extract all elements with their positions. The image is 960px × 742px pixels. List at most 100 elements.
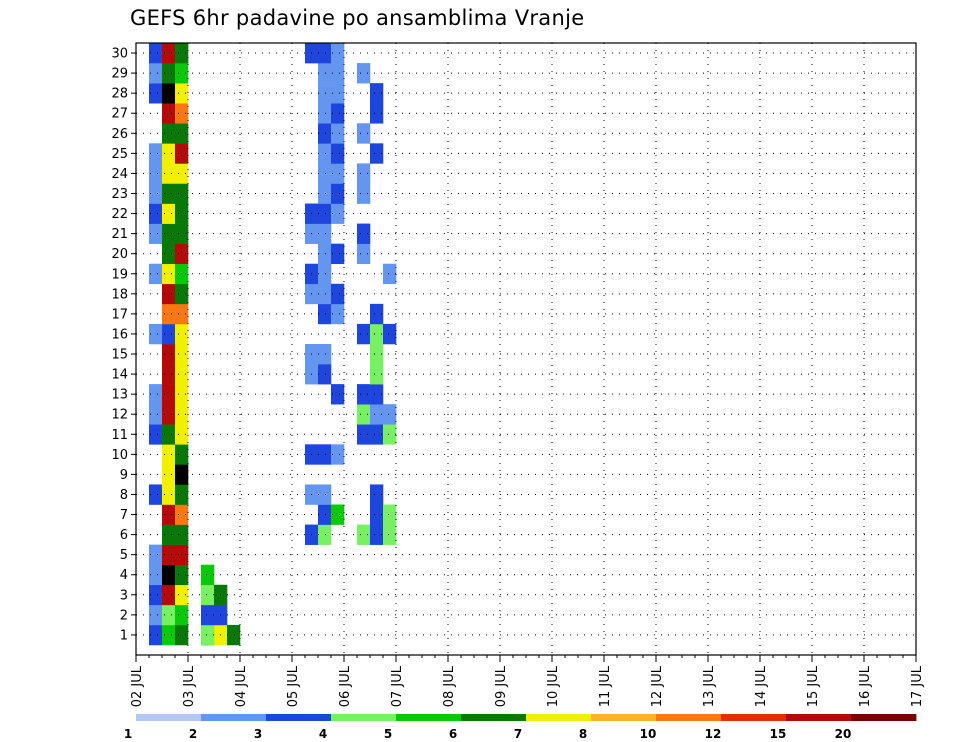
y-tick-label: 15: [111, 348, 128, 363]
colorbar-label: 20: [835, 727, 852, 741]
heatmap-cell: [318, 243, 332, 265]
heatmap-cell: [162, 143, 176, 164]
heatmap-cell: [370, 143, 384, 164]
colorbar-label: 10: [640, 727, 657, 741]
heatmap-cell: [383, 323, 397, 345]
y-tick-label: 9: [120, 468, 128, 483]
x-tick-label: 04 JUL: [234, 665, 249, 707]
heatmap-cell: [331, 384, 345, 405]
heatmap-cell: [149, 263, 163, 285]
heatmap-cell: [175, 424, 189, 445]
heatmap-cell: [318, 43, 332, 64]
heatmap-cell: [175, 604, 189, 626]
heatmap-cell: [370, 364, 384, 385]
heatmap-cell: [175, 624, 189, 646]
heatmap-cell: [331, 123, 345, 144]
x-tick-label: 15 JUL: [806, 665, 821, 707]
heatmap-cell: [357, 524, 371, 545]
chart-title: GEFS 6hr padavine po ansamblima Vranje: [130, 6, 585, 30]
x-tick-label: 13 JUL: [702, 665, 717, 707]
heatmap-cell: [331, 504, 345, 525]
heatmap-cell: [162, 163, 176, 184]
heatmap-cell: [149, 584, 163, 606]
x-tick-label: 17 JUL: [910, 665, 925, 707]
colorbar-label: 4: [319, 727, 327, 741]
heatmap-cell: [331, 183, 345, 204]
y-tick-label: 24: [111, 167, 128, 182]
y-tick-label: 2: [120, 608, 128, 623]
colorbar-label: 8: [579, 727, 587, 741]
heatmap-cell: [149, 624, 163, 646]
heatmap-cell: [370, 384, 384, 405]
heatmap-cell: [357, 63, 371, 84]
heatmap-cell: [318, 364, 332, 385]
heatmap-cell: [175, 203, 189, 224]
heatmap-cell: [370, 504, 384, 525]
heatmap-cell: [162, 223, 176, 244]
y-tick-label: 18: [111, 287, 128, 302]
y-tick-label: 1: [120, 628, 128, 643]
heatmap-cell: [383, 424, 397, 445]
heatmap-cell: [149, 424, 163, 445]
colorbar-label: 15: [770, 727, 787, 741]
heatmap-cell: [175, 404, 189, 425]
heatmap-cell: [149, 183, 163, 204]
heatmap-cell: [175, 384, 189, 405]
heatmap-cell: [318, 283, 332, 305]
heatmap-cell: [318, 223, 332, 244]
heatmap-cell: [162, 444, 176, 465]
heatmap-cell: [162, 384, 176, 405]
heatmap-cell: [357, 163, 371, 184]
heatmap-cell: [318, 343, 332, 365]
heatmap-cell: [162, 203, 176, 224]
heatmap-cell: [370, 424, 384, 445]
colorbar-label: 2: [189, 727, 197, 741]
heatmap-cell: [175, 143, 189, 164]
x-axis: 02 JUL 03 JUL 04 JUL 05 JUL 06 JUL 07 JUL 08 J…: [130, 655, 925, 707]
y-tick-label: 27: [111, 107, 128, 122]
heatmap-cell: [357, 223, 371, 244]
heatmap-cell: [227, 624, 241, 646]
heatmap-cell: [175, 444, 189, 465]
colorbar-swatch: [396, 714, 462, 721]
heatmap-cell: [149, 604, 163, 626]
colorbar: 1 2 3 4 5 6 7 8 10 12 15 20: [124, 714, 917, 741]
heatmap-cell: [331, 143, 345, 164]
x-tick-label: 14 JUL: [754, 665, 769, 707]
x-tick-label: 16 JUL: [858, 665, 873, 707]
heatmap-cell: [149, 43, 163, 64]
heatmap-cell: [149, 63, 163, 84]
heatmap-cell: [162, 464, 176, 485]
heatmap-cell: [149, 564, 163, 586]
colorbar-swatch: [851, 714, 917, 721]
x-tick-label: 05 JUL: [286, 665, 301, 707]
heatmap-cell: [175, 524, 189, 545]
heatmap-cell: [370, 404, 384, 425]
colorbar-swatch: [266, 714, 332, 721]
x-tick-label: 10 JUL: [546, 665, 561, 707]
heatmap-cell: [162, 624, 176, 646]
y-tick-label: 5: [120, 548, 128, 563]
heatmap-cell: [331, 83, 345, 104]
heatmap-cell: [162, 564, 176, 586]
heatmap-cell: [149, 83, 163, 104]
colorbar-swatch: [331, 714, 397, 721]
heatmap-cell: [331, 43, 345, 64]
heatmap-cell: [162, 43, 176, 64]
heatmap-cell: [149, 143, 163, 164]
heatmap-cell: [162, 283, 176, 305]
heatmap-cell: [331, 303, 345, 325]
colorbar-swatch: [201, 714, 267, 721]
x-tick-label: 06 JUL: [338, 665, 353, 707]
heatmap-cell: [318, 103, 332, 124]
heatmap-cell: [357, 384, 371, 405]
heatmap-cell: [318, 203, 332, 224]
heatmap-cell: [175, 504, 189, 525]
heatmap-cell: [175, 364, 189, 385]
y-tick-label: 28: [111, 87, 128, 102]
heatmap-cell: [149, 484, 163, 505]
heatmap-cell: [357, 183, 371, 204]
heatmap-cell: [318, 163, 332, 184]
colorbar-label: 6: [449, 727, 457, 741]
heatmap-cell: [162, 183, 176, 204]
